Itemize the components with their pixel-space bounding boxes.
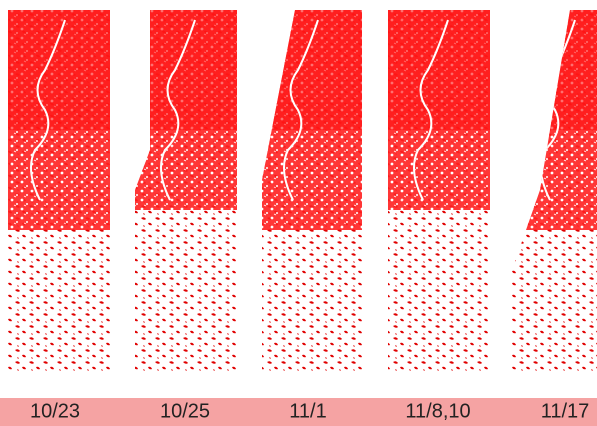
date-label: 11/17 — [541, 400, 590, 422]
page: 10/2310/2511/111/8,1011/17 (() => { cons… — [0, 0, 597, 426]
date-label: 10/25 — [160, 400, 210, 422]
date-label: 11/1 — [289, 400, 326, 422]
date-label: 10/23 — [30, 400, 80, 422]
date-label: 11/8,10 — [405, 400, 470, 422]
satellite-panels: 10/23 10/25 11/1 11/8,10 11/17 — [0, 0, 597, 426]
